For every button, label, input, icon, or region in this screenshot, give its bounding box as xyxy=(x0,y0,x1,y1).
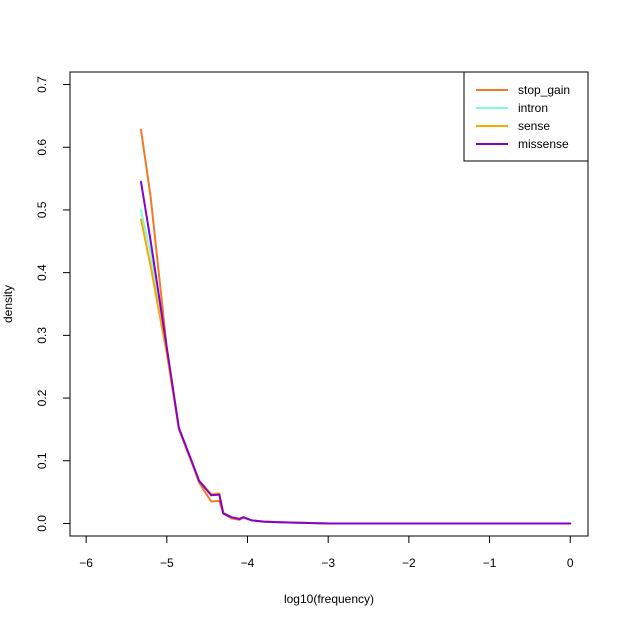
legend-box xyxy=(463,71,589,162)
legend-label-sense: sense xyxy=(518,119,550,133)
legend-label-missense: missense xyxy=(518,137,569,151)
x-tick-label: −1 xyxy=(483,556,497,570)
legend-label-intron: intron xyxy=(518,101,548,115)
series-line-missense xyxy=(140,180,572,525)
y-tick-label: 0.4 xyxy=(35,264,49,281)
x-tick-label: −3 xyxy=(321,556,335,570)
x-tick-label: 0 xyxy=(567,556,574,570)
y-tick-label: 0.0 xyxy=(35,515,49,532)
series-line-sense xyxy=(140,218,572,525)
x-axis: −6 −5 −4 −3 −2 −1 0 xyxy=(79,536,574,570)
series-line-stop_gain xyxy=(140,128,572,525)
x-axis-title: log10(frequency) xyxy=(284,592,374,606)
y-tick-label: 0.3 xyxy=(35,327,49,344)
legend-label-stop_gain: stop_gain xyxy=(518,83,570,97)
x-tick-label: −5 xyxy=(160,556,174,570)
x-tick-label: −2 xyxy=(402,556,416,570)
y-tick-label: 0.7 xyxy=(35,76,49,93)
x-tick-label: −6 xyxy=(79,556,93,570)
x-tick-label: −4 xyxy=(241,556,255,570)
y-tick-label: 0.5 xyxy=(35,201,49,218)
series-layer xyxy=(140,128,572,525)
plot-frame xyxy=(69,71,589,537)
y-axis: 0.0 0.1 0.2 0.3 0.4 0.5 0.6 0.7 xyxy=(35,76,70,532)
y-tick-label: 0.6 xyxy=(35,139,49,156)
y-tick-label: 0.1 xyxy=(35,452,49,469)
y-tick-label: 0.2 xyxy=(35,389,49,406)
series-line-intron xyxy=(140,208,572,525)
y-axis-title: density xyxy=(1,285,15,323)
